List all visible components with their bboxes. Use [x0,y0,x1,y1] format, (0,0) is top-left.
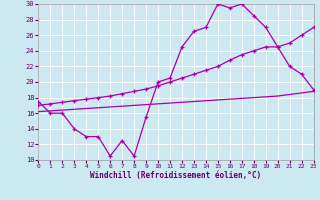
X-axis label: Windchill (Refroidissement éolien,°C): Windchill (Refroidissement éolien,°C) [91,171,261,180]
